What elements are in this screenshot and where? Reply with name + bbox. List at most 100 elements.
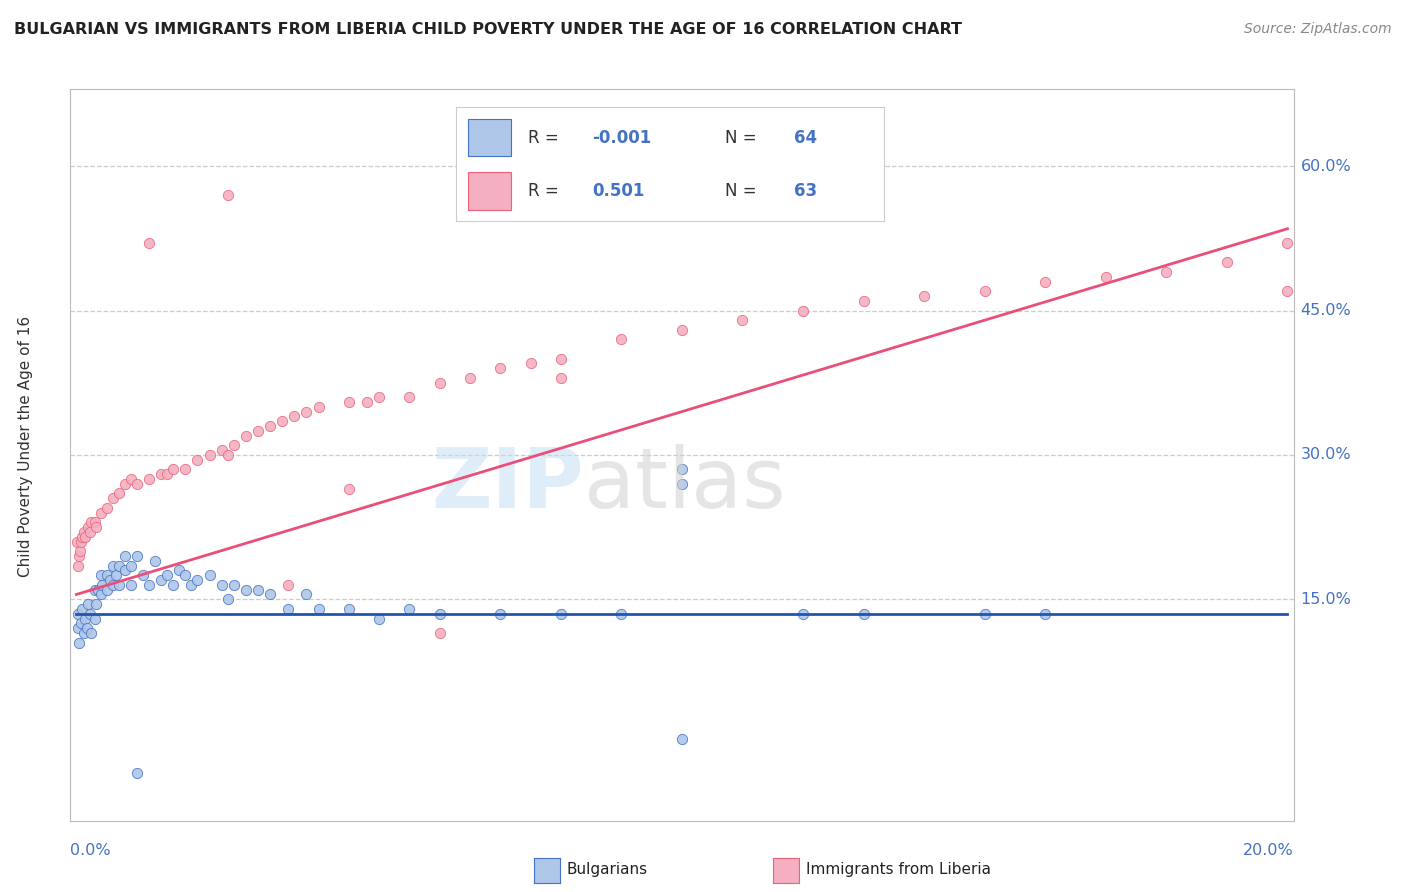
Point (138, 472, 160, 486)
Text: 45.0%: 45.0% (1301, 303, 1351, 318)
Point (90, 587, 112, 601)
Point (125, 476, 148, 491)
Point (259, 419, 281, 434)
Point (671, 476, 693, 491)
Point (1156, 265, 1178, 279)
Text: 60.0%: 60.0% (1301, 159, 1351, 174)
Point (308, 602, 330, 616)
Point (398, 602, 420, 616)
Point (222, 578, 245, 592)
Point (550, 351, 572, 366)
Bar (468, 119, 512, 156)
Text: 30.0%: 30.0% (1301, 448, 1351, 462)
Point (247, 424, 270, 438)
Point (180, 578, 202, 592)
Point (337, 482, 360, 496)
Point (308, 400, 330, 414)
Point (107, 486, 129, 500)
Point (107, 578, 129, 592)
Point (143, 554, 166, 568)
Point (671, 323, 693, 337)
Text: Source: ZipAtlas.com: Source: ZipAtlas.com (1244, 22, 1392, 37)
Point (96, 568, 118, 582)
Point (429, 376, 451, 390)
Point (1094, 269, 1116, 284)
Point (90, 568, 112, 582)
Text: 0.501: 0.501 (592, 182, 645, 200)
Point (101, 491, 124, 506)
Text: -0.001: -0.001 (592, 128, 652, 146)
Point (150, 573, 173, 587)
Point (277, 578, 299, 592)
Point (120, 558, 142, 573)
Point (84, 520, 107, 534)
Point (973, 285, 995, 299)
Text: 63: 63 (794, 182, 817, 200)
Point (72, 530, 94, 544)
Text: 64: 64 (794, 128, 817, 146)
Point (912, 289, 935, 303)
Point (96, 582, 118, 597)
Point (79, 524, 101, 539)
Point (104, 568, 127, 582)
Text: R =: R = (529, 128, 564, 146)
Text: 15.0%: 15.0% (1301, 591, 1351, 607)
Text: BULGARIAN VS IMMIGRANTS FROM LIBERIA CHILD POVERTY UNDER THE AGE OF 16 CORRELATI: BULGARIAN VS IMMIGRANTS FROM LIBERIA CHI… (14, 22, 962, 37)
Point (162, 462, 184, 476)
Point (792, 303, 814, 318)
Point (90, 506, 112, 520)
Point (169, 563, 191, 577)
Point (792, 607, 814, 621)
Point (368, 390, 391, 404)
Point (295, 587, 318, 601)
Point (211, 578, 233, 592)
Point (83, 516, 105, 530)
Point (1277, 285, 1299, 299)
Point (1216, 255, 1239, 269)
Point (101, 558, 124, 573)
Point (114, 549, 136, 563)
Point (222, 438, 245, 452)
Point (125, 765, 148, 780)
Point (217, 188, 239, 202)
Point (86, 582, 108, 597)
Text: Immigrants from Liberia: Immigrants from Liberia (806, 863, 991, 877)
Point (1033, 607, 1056, 621)
Text: 20.0%: 20.0% (1243, 843, 1294, 858)
Point (70, 616, 93, 631)
Point (156, 467, 179, 482)
Point (98, 573, 121, 587)
Point (67, 621, 90, 635)
Point (1033, 275, 1056, 289)
Point (671, 462, 693, 476)
Point (67, 635, 90, 649)
Point (120, 578, 142, 592)
Point (83, 611, 105, 625)
Point (66, 607, 89, 621)
Point (429, 626, 451, 640)
Point (211, 443, 233, 458)
Point (186, 452, 208, 467)
Point (80, 516, 103, 530)
Text: 0.0%: 0.0% (70, 843, 111, 858)
Point (72, 602, 94, 616)
Point (76, 621, 98, 635)
Text: ZIP: ZIP (432, 443, 583, 524)
Point (101, 578, 124, 592)
Point (519, 356, 541, 371)
Point (283, 409, 305, 424)
Point (852, 607, 875, 621)
Point (368, 611, 391, 625)
Point (114, 563, 136, 577)
Point (70, 534, 93, 549)
Point (77, 597, 100, 611)
Point (75, 530, 97, 544)
Point (198, 568, 221, 582)
Point (489, 361, 512, 376)
Bar (468, 172, 512, 210)
Point (107, 558, 129, 573)
Point (235, 428, 257, 442)
Point (72, 626, 94, 640)
Point (671, 731, 693, 746)
Text: Bulgarians: Bulgarians (567, 863, 648, 877)
